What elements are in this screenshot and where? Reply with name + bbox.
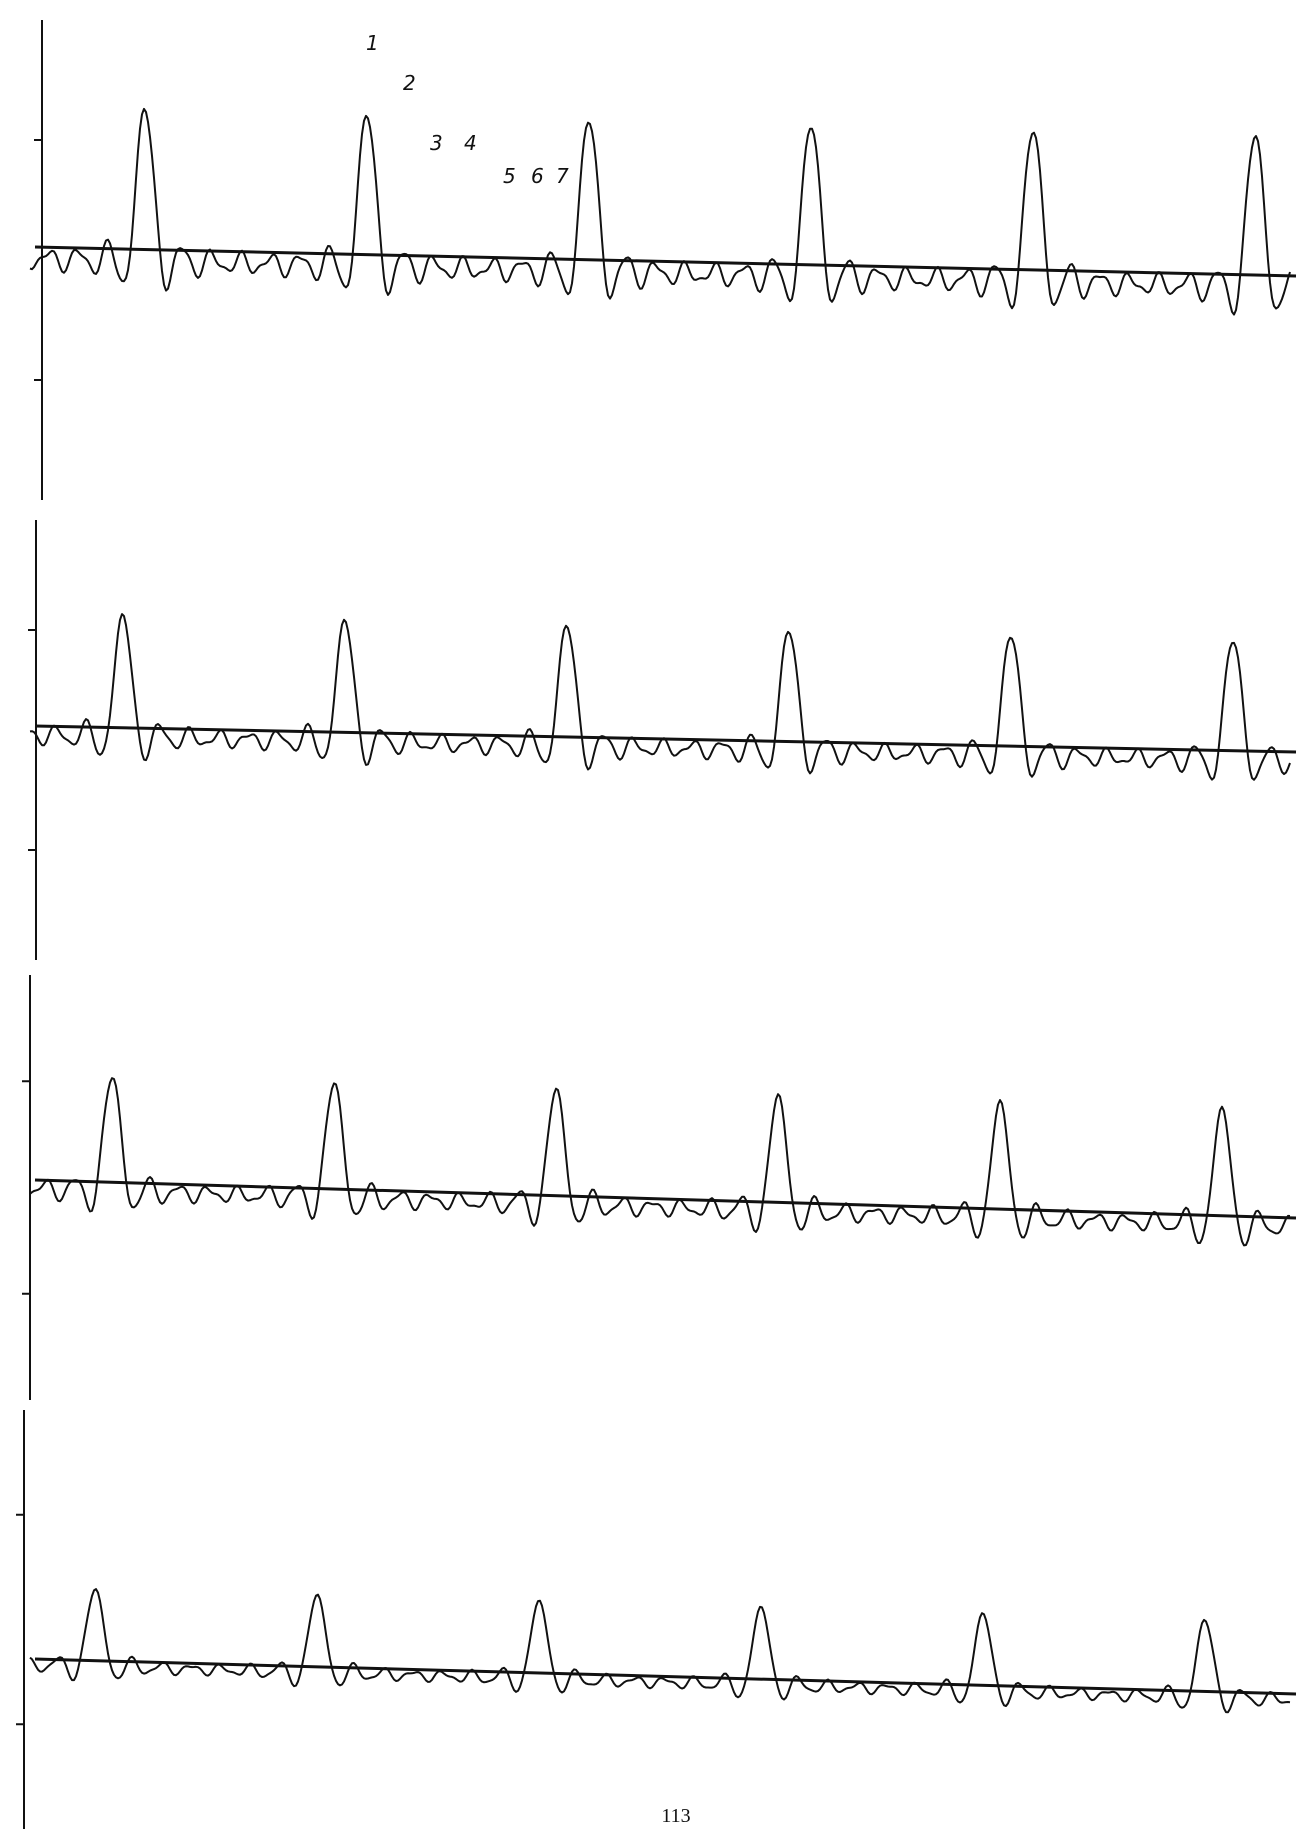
- peak-label: 1: [366, 31, 379, 55]
- peak-label: 5: [503, 164, 516, 188]
- page-number: 113: [661, 1805, 690, 1827]
- peak-label: 7: [556, 164, 569, 188]
- waveform: [29, 107, 1291, 316]
- peak-label: 2: [403, 71, 416, 95]
- waveform: [29, 613, 1291, 781]
- baseline: [34, 1657, 1297, 1696]
- peak-label: 6: [531, 164, 544, 188]
- peak-label: 4: [464, 131, 477, 155]
- peak-label: 3: [430, 131, 443, 155]
- waveform: [29, 1077, 1291, 1247]
- baseline: [34, 245, 1297, 278]
- waveform: [29, 1588, 1291, 1714]
- baseline: [34, 1178, 1297, 1220]
